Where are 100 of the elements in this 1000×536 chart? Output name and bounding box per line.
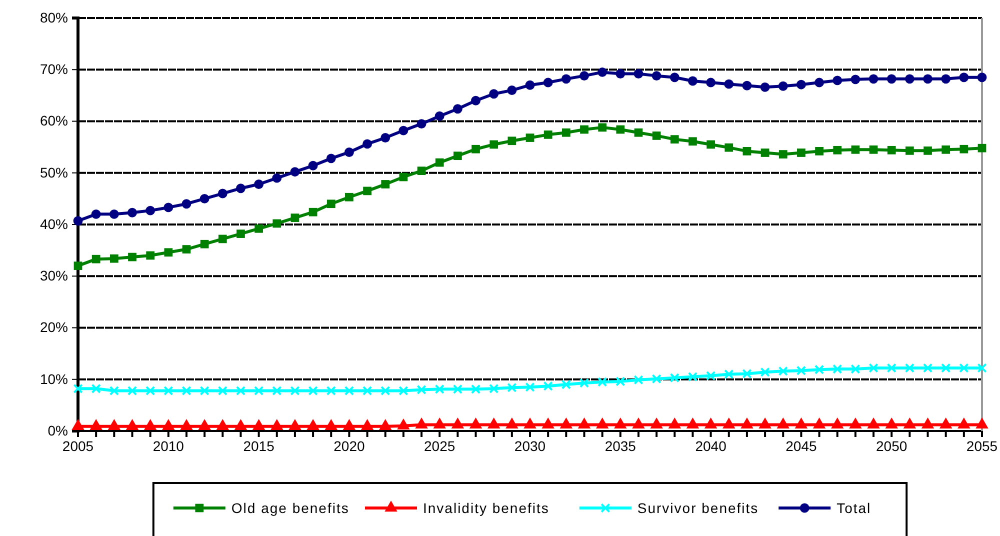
point — [254, 386, 264, 396]
point — [144, 419, 157, 430]
x-tick-label: 2030 — [514, 438, 546, 454]
point — [724, 369, 734, 380]
point — [236, 230, 245, 238]
point — [380, 133, 390, 142]
legend-label: Survivor benefits — [637, 500, 759, 516]
point — [887, 146, 896, 154]
point — [435, 158, 444, 167]
y-tick-label: 0% — [48, 422, 68, 438]
point — [688, 137, 697, 146]
x-tick-label: 2005 — [62, 438, 94, 454]
point — [670, 135, 679, 144]
point — [72, 419, 84, 430]
point — [942, 145, 950, 154]
point — [254, 180, 264, 189]
point — [164, 202, 174, 212]
point — [490, 140, 498, 149]
point — [127, 386, 138, 396]
x-tick-label: 2035 — [604, 438, 636, 454]
point — [616, 125, 625, 134]
point — [869, 145, 878, 154]
point — [489, 384, 499, 394]
point — [742, 368, 752, 379]
point — [234, 419, 248, 430]
point — [182, 245, 191, 254]
point — [434, 384, 444, 394]
point — [688, 372, 698, 382]
x-tick-label: 2010 — [152, 438, 184, 454]
point — [760, 367, 770, 377]
point — [724, 79, 734, 89]
point — [200, 240, 209, 248]
legend-label: Invalidity benefits — [423, 500, 550, 516]
point — [543, 381, 553, 391]
point — [182, 199, 192, 209]
point — [471, 96, 480, 106]
point — [254, 224, 263, 233]
point — [886, 74, 896, 84]
point — [452, 104, 462, 114]
y-tick-label: 40% — [40, 216, 68, 232]
point — [218, 386, 228, 396]
point — [360, 419, 374, 430]
point — [164, 386, 174, 396]
point — [561, 74, 571, 84]
point — [126, 419, 139, 430]
point — [326, 386, 336, 396]
point — [814, 364, 824, 374]
y-tick-label: 70% — [40, 61, 68, 78]
point — [580, 71, 589, 81]
point — [416, 119, 426, 129]
point — [833, 146, 842, 154]
point — [562, 128, 570, 137]
point — [398, 386, 408, 396]
point — [182, 386, 192, 396]
point — [670, 372, 680, 383]
point — [200, 386, 210, 396]
point — [308, 160, 318, 170]
point — [760, 148, 770, 157]
point — [507, 382, 517, 392]
point — [941, 74, 951, 84]
point — [252, 419, 266, 430]
point — [452, 384, 463, 394]
point — [598, 67, 608, 77]
point — [417, 166, 426, 175]
point — [489, 89, 499, 99]
point — [652, 374, 662, 384]
point — [905, 146, 914, 155]
point — [923, 74, 932, 84]
point — [470, 384, 481, 394]
point — [326, 154, 336, 164]
point — [959, 363, 969, 373]
point — [561, 380, 571, 390]
point — [110, 254, 118, 263]
x-tick-label: 2050 — [876, 438, 908, 454]
point — [814, 78, 824, 88]
point — [688, 76, 698, 86]
point — [128, 252, 136, 262]
point — [778, 81, 788, 91]
point — [634, 128, 643, 137]
point — [977, 72, 987, 82]
point — [290, 214, 300, 222]
point — [326, 200, 336, 208]
x-tick-label: 2055 — [966, 438, 998, 454]
x-tick-label: 2045 — [786, 438, 817, 454]
point — [362, 386, 372, 396]
point — [308, 386, 318, 396]
point — [886, 363, 896, 373]
point — [306, 419, 320, 430]
point — [868, 74, 878, 84]
point — [796, 366, 806, 376]
point — [109, 386, 119, 396]
point — [272, 386, 282, 396]
point — [342, 419, 356, 430]
point — [652, 71, 662, 81]
point — [508, 136, 516, 146]
point — [526, 134, 534, 142]
point — [742, 147, 752, 156]
point — [91, 209, 101, 219]
point — [868, 363, 878, 373]
point — [398, 126, 408, 136]
